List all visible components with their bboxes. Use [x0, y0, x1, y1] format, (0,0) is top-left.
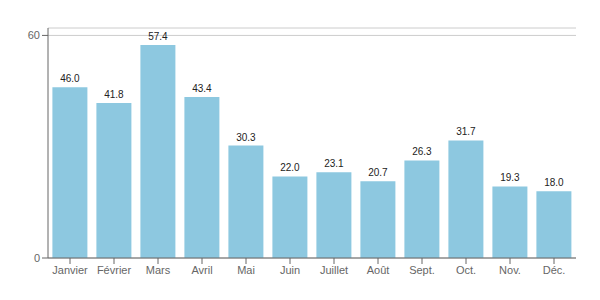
- svg-text:19.3: 19.3: [500, 172, 520, 183]
- svg-text:Mai: Mai: [237, 264, 255, 276]
- svg-text:18.0: 18.0: [544, 177, 564, 188]
- svg-text:Janvier: Janvier: [52, 264, 88, 276]
- svg-text:57.4: 57.4: [148, 31, 168, 42]
- svg-text:23.1: 23.1: [324, 158, 344, 169]
- svg-text:46.0: 46.0: [60, 73, 80, 84]
- svg-text:31.7: 31.7: [456, 126, 476, 137]
- svg-text:22.0: 22.0: [280, 162, 300, 173]
- svg-text:Juillet: Juillet: [320, 264, 348, 276]
- svg-text:Nov.: Nov.: [499, 264, 521, 276]
- svg-text:Juin: Juin: [280, 264, 300, 276]
- svg-text:Sept.: Sept.: [409, 264, 435, 276]
- svg-text:Avril: Avril: [191, 264, 212, 276]
- svg-text:Mars: Mars: [146, 264, 171, 276]
- svg-text:43.4: 43.4: [192, 83, 212, 94]
- svg-text:Février: Février: [97, 264, 132, 276]
- svg-text:Oct.: Oct.: [456, 264, 476, 276]
- svg-text:Août: Août: [367, 264, 390, 276]
- svg-text:30.3: 30.3: [236, 132, 256, 143]
- svg-text:60: 60: [28, 29, 40, 41]
- svg-text:Déc.: Déc.: [543, 264, 566, 276]
- svg-text:41.8: 41.8: [104, 89, 124, 100]
- svg-text:0: 0: [34, 252, 40, 264]
- svg-text:26.3: 26.3: [412, 146, 432, 157]
- svg-text:20.7: 20.7: [368, 167, 388, 178]
